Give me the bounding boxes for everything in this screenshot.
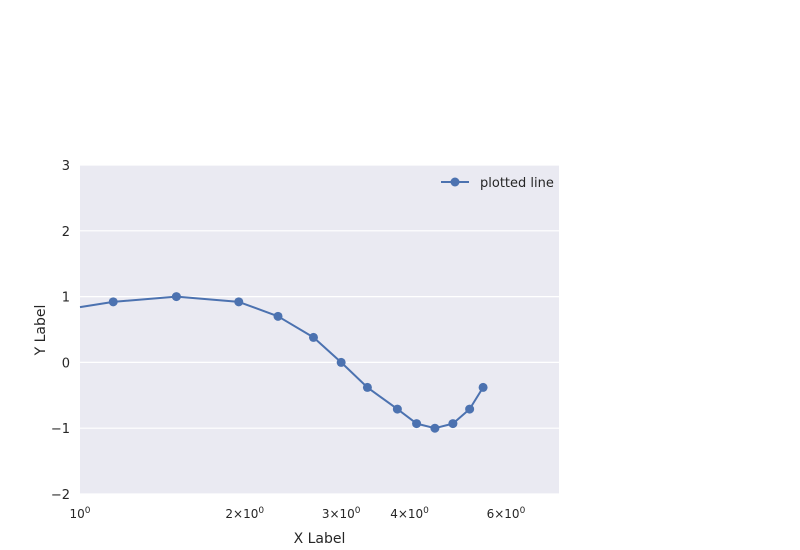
data-point-3 xyxy=(273,311,283,321)
legend-marker-swatch xyxy=(450,177,460,187)
data-point-8 xyxy=(412,419,422,429)
data-point-2 xyxy=(234,297,244,307)
y-tick-label-2: 0 xyxy=(62,356,70,371)
x-axis-label: X Label xyxy=(294,531,346,547)
x-tick-label-1: 2×100 xyxy=(225,506,264,521)
x-tick-label-2: 3×100 xyxy=(322,506,361,521)
x-tick-label-3: 4×100 xyxy=(390,506,429,521)
y-tick-label-5: 3 xyxy=(62,159,70,174)
legend-label: plotted line xyxy=(480,176,554,191)
x-tick-label-4: 6×100 xyxy=(487,506,526,521)
data-point-5 xyxy=(336,357,346,367)
data-point-11 xyxy=(465,404,475,414)
y-tick-labels: −2 −1 0 1 2 3 xyxy=(51,159,70,503)
data-point-4 xyxy=(308,332,318,342)
data-point-6 xyxy=(362,382,372,392)
data-point-1 xyxy=(171,292,181,302)
legend: plotted line xyxy=(441,176,554,191)
y-tick-label-3: 1 xyxy=(62,291,70,306)
y-axis-label: Y Label xyxy=(33,305,49,357)
y-tick-label-1: −1 xyxy=(51,422,70,437)
x-tick-labels: 100 2×100 3×100 4×100 6×100 xyxy=(69,506,525,521)
x-tick-label-0: 100 xyxy=(69,506,90,521)
data-point-7 xyxy=(392,404,402,414)
data-point-10 xyxy=(448,419,458,429)
data-point-9 xyxy=(430,423,440,433)
data-point-12 xyxy=(478,382,488,392)
plot-area xyxy=(80,165,559,494)
grid-lines xyxy=(80,164,559,495)
series-layer xyxy=(79,292,488,433)
data-point-0 xyxy=(108,297,118,307)
y-tick-label-4: 2 xyxy=(62,225,70,240)
y-tick-label-0: −2 xyxy=(51,488,70,503)
